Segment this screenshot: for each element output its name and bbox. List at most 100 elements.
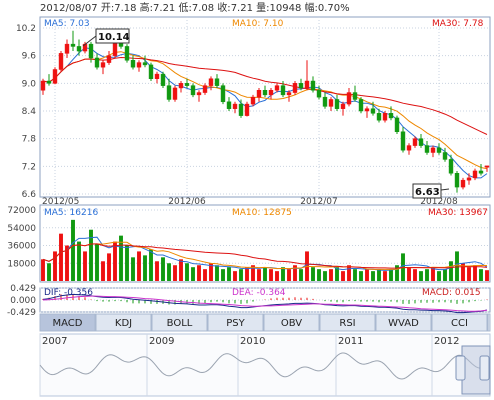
header-low-label: 低:	[178, 1, 191, 14]
tab-label[interactable]: RSI	[339, 318, 355, 329]
volume-bar	[437, 271, 441, 281]
volume-bar	[95, 243, 99, 281]
candle-body	[124, 46, 130, 61]
tab-background[interactable]	[151, 313, 208, 332]
volume-bar	[473, 265, 477, 281]
tab-label[interactable]: OBV	[281, 318, 302, 329]
volume-bar	[83, 251, 87, 281]
price-x-tick: 2012/06	[168, 197, 206, 207]
candle-body	[196, 92, 202, 96]
volume-y-tick: 54000	[7, 224, 36, 234]
volume-bar	[47, 263, 51, 281]
macd-y-tick: 0.429	[10, 284, 36, 294]
candle-body	[454, 173, 460, 188]
candle	[94, 53, 100, 70]
candle	[346, 87, 352, 107]
overview-left-handle[interactable]	[455, 355, 466, 381]
candle	[244, 101, 250, 117]
overview-year-label: 2012	[434, 336, 459, 347]
tab-cci[interactable]: CCI	[431, 313, 488, 332]
tab-background[interactable]	[263, 313, 320, 332]
tab-label[interactable]: CCI	[451, 318, 468, 329]
candle	[454, 170, 460, 193]
header-volume-label: 量:	[256, 2, 269, 14]
candle	[484, 165, 490, 172]
tab-rsi[interactable]: RSI	[319, 313, 376, 332]
macd-y-axis: 0.429 0.000 -0.429	[7, 284, 36, 318]
macd-y-tick: 0.000	[10, 296, 36, 306]
volume-bar	[167, 263, 171, 281]
volume-bar	[257, 269, 261, 281]
dea-line	[42, 295, 488, 312]
candle-body	[412, 138, 418, 146]
volume-bar	[425, 269, 429, 281]
volume-bar	[107, 253, 111, 281]
overview-year-label: 2009	[149, 336, 174, 347]
candle	[412, 136, 418, 148]
candle-body	[190, 85, 196, 96]
candle	[304, 60, 310, 91]
min-price-callout-box	[412, 183, 442, 199]
volume-bar	[185, 263, 189, 281]
tab-background[interactable]	[39, 313, 96, 332]
tab-label[interactable]: MACD	[53, 318, 83, 329]
volume-bar	[119, 235, 123, 281]
overview-year-label: 2007	[42, 336, 67, 347]
price-x-tick: 2012/07	[300, 197, 337, 207]
tab-background[interactable]	[95, 313, 152, 332]
tab-label[interactable]: KDJ	[115, 318, 132, 329]
tab-wvad[interactable]: WVAD	[375, 313, 432, 332]
tab-kdj[interactable]: KDJ	[95, 313, 152, 332]
volume-bar	[269, 269, 273, 281]
candle-body	[64, 43, 70, 54]
volume-bar	[293, 265, 297, 281]
candle-body	[268, 90, 274, 96]
tab-background[interactable]	[207, 313, 264, 332]
candle-body	[202, 85, 208, 93]
volume-y-tick: 72000	[7, 206, 36, 216]
indicator-tabs: MACD KDJ BOLL PSY OBV RSI WVAD CCI	[39, 313, 491, 332]
price-x-tick: 2012/05	[42, 197, 79, 207]
min-price-callout: 6.63	[412, 183, 450, 199]
overview-price-trace	[39, 352, 491, 380]
tab-psy[interactable]: PSY	[207, 313, 264, 332]
candle	[178, 81, 184, 93]
max-price-callout: 10.14	[82, 28, 130, 47]
candle-body	[358, 99, 364, 112]
volume-bar	[347, 265, 351, 281]
overview-year-label: 2011	[338, 336, 363, 347]
tab-macd[interactable]: MACD	[39, 313, 96, 332]
candle-body	[178, 83, 184, 89]
tab-obv[interactable]: OBV	[263, 313, 320, 332]
tab-boll[interactable]: BOLL	[151, 313, 208, 332]
tab-label[interactable]: WVAD	[388, 318, 419, 329]
volume-bars	[41, 219, 489, 281]
candle-body	[460, 179, 466, 188]
candle	[364, 106, 370, 118]
candle	[274, 83, 280, 93]
volume-bar	[77, 241, 81, 281]
header-high-label: 高:	[140, 1, 153, 14]
tab-background[interactable]	[431, 313, 488, 332]
volume-bar	[161, 257, 165, 281]
candle-body	[136, 62, 142, 68]
tab-label[interactable]: PSY	[226, 318, 245, 329]
tab-label[interactable]: BOLL	[167, 318, 193, 329]
price-x-tick: 2012/08	[420, 197, 458, 207]
tab-background[interactable]	[319, 313, 376, 332]
volume-bar	[227, 267, 231, 281]
candle-body	[238, 103, 244, 116]
tab-background[interactable]	[375, 313, 432, 332]
candle	[358, 97, 364, 114]
candle	[430, 145, 436, 158]
candle-body	[466, 177, 472, 181]
volume-bar	[485, 270, 489, 281]
candle-body	[94, 57, 100, 68]
volume-bar	[389, 269, 393, 281]
candle-body	[340, 103, 346, 109]
overview-right-handle[interactable]	[479, 355, 490, 381]
volume-bar	[443, 269, 447, 281]
ma30-line	[42, 56, 488, 135]
candle-body	[226, 101, 232, 109]
candle-body	[316, 90, 322, 98]
